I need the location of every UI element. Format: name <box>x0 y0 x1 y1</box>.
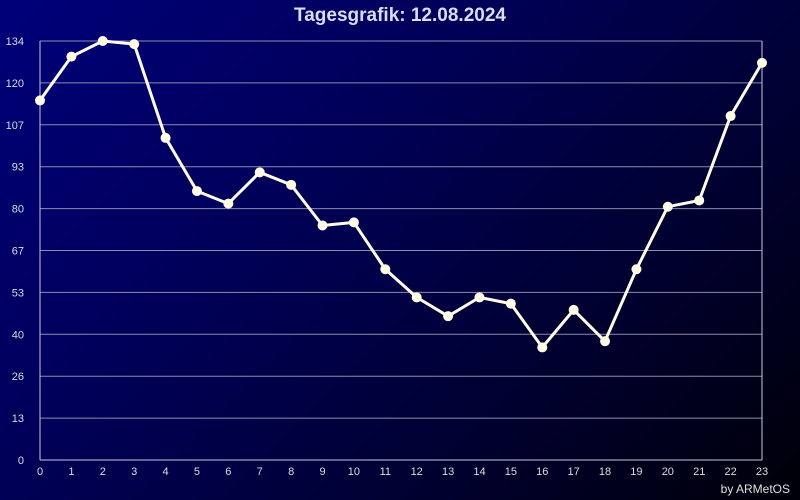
data-point <box>757 57 767 68</box>
x-tick-label: 23 <box>756 466 768 478</box>
y-tick-label: 93 <box>12 162 24 174</box>
x-tick-label: 11 <box>380 466 391 478</box>
data-point <box>537 342 548 353</box>
y-tick-label: 107 <box>6 120 24 132</box>
data-point <box>474 292 485 303</box>
data-point <box>286 179 297 190</box>
x-tick-label: 12 <box>411 466 423 478</box>
chart-title: Tagesgrafik: 12.08.2024 <box>294 5 506 26</box>
x-tick-label: 4 <box>163 466 169 478</box>
data-point <box>129 39 140 50</box>
x-tick-label: 19 <box>630 466 642 478</box>
y-tick-label: 67 <box>12 246 24 258</box>
data-point <box>443 311 454 322</box>
data-point <box>505 298 516 309</box>
data-point <box>411 292 422 303</box>
series-line <box>38 39 764 349</box>
y-tick-label: 80 <box>12 204 24 216</box>
data-point <box>317 220 328 231</box>
x-tick-label: 6 <box>225 466 231 478</box>
data-point <box>66 51 77 62</box>
x-tick-label: 1 <box>68 466 74 478</box>
data-point <box>35 95 45 106</box>
x-tick-label: 15 <box>505 466 517 478</box>
y-tick-label: 134 <box>6 36 24 48</box>
y-tick-label: 40 <box>12 329 24 341</box>
x-tick-label: 13 <box>442 466 454 478</box>
data-point <box>160 132 171 143</box>
x-tick-label: 17 <box>568 466 580 478</box>
x-tick-label: 9 <box>319 466 325 478</box>
credit-text: by ARMetOS <box>720 482 790 496</box>
data-series <box>35 36 767 353</box>
x-tick-label: 2 <box>100 466 106 478</box>
data-point <box>97 36 108 46</box>
x-tick-label: 7 <box>257 466 263 478</box>
data-point <box>223 198 234 209</box>
data-point <box>631 264 642 275</box>
data-point <box>191 186 202 197</box>
data-point <box>725 111 736 122</box>
data-point <box>380 264 391 275</box>
y-tick-label: 53 <box>12 287 24 299</box>
x-tick-label: 16 <box>536 466 548 478</box>
data-point <box>568 304 579 315</box>
x-tick-label: 14 <box>473 466 485 478</box>
x-tick-label: 18 <box>599 466 611 478</box>
y-tick-label: 120 <box>6 78 24 90</box>
data-point <box>662 201 673 212</box>
grid-lines <box>40 40 762 419</box>
x-tick-label: 10 <box>348 466 360 478</box>
data-point <box>254 167 265 178</box>
y-tick-label: 0 <box>18 455 24 467</box>
x-tick-label: 5 <box>194 466 200 478</box>
axes <box>39 41 763 461</box>
x-tick-label: 20 <box>662 466 674 478</box>
y-tick-label: 26 <box>12 371 24 383</box>
data-point <box>348 217 359 228</box>
x-tick-label: 21 <box>693 466 705 478</box>
x-tick-label: 22 <box>724 466 736 478</box>
x-tick-label: 8 <box>288 466 294 478</box>
x-tick-label: 3 <box>131 466 137 478</box>
x-tick-label: 0 <box>37 466 43 478</box>
y-tick-label: 13 <box>12 413 24 425</box>
data-point <box>600 336 611 347</box>
data-point <box>694 195 705 206</box>
